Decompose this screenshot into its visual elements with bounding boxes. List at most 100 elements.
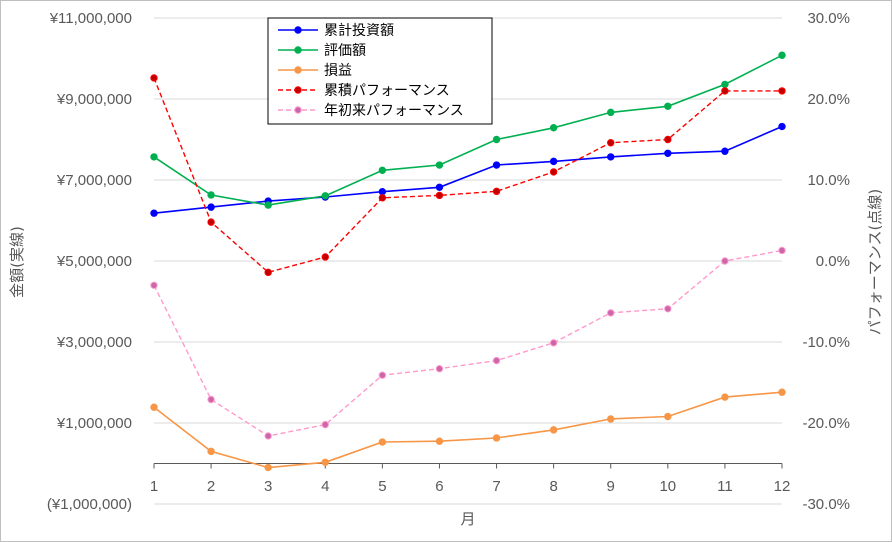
data-point: [435, 191, 444, 200]
y-left-tick-label: ¥9,000,000: [56, 91, 132, 108]
data-point: [664, 412, 672, 421]
data-point: [549, 124, 558, 132]
data-point: [435, 161, 444, 169]
data-point: [721, 147, 729, 155]
data-point: [435, 183, 444, 191]
data-point: [721, 80, 729, 89]
data-point: [549, 426, 558, 434]
x-tick-label: 4: [321, 478, 329, 495]
x-axis: 1 2 3 4 5 6 7 8 9 10 11 12: [150, 463, 791, 495]
y-right-tick-label: 10.0%: [807, 172, 850, 189]
x-tick-label: 3: [264, 478, 272, 495]
legend-label: 累計投資額: [324, 23, 394, 39]
data-point: [607, 309, 615, 317]
legend-swatch-marker: [294, 26, 302, 34]
data-point: [607, 108, 615, 117]
x-tick-label: 6: [435, 478, 443, 495]
legend-label: 損益: [324, 63, 352, 79]
data-point: [264, 463, 272, 472]
x-tick-label: 1: [150, 478, 158, 495]
data-point: [264, 432, 272, 440]
legend-label: 評価額: [324, 43, 366, 59]
legend-swatch-marker: [294, 86, 302, 94]
x-axis-title: 月: [460, 510, 475, 528]
x-tick-label: 5: [378, 478, 386, 495]
y-left-tick-label: (¥1,000,000): [47, 496, 132, 513]
y-axis-right-title: パフォーマンス(点線): [866, 189, 884, 335]
data-point: [607, 153, 615, 161]
data-point: [721, 257, 729, 265]
data-point: [778, 246, 786, 255]
data-point: [664, 102, 672, 110]
data-point: [378, 194, 387, 202]
data-point: [264, 201, 272, 209]
y-left-tick-label: ¥3,000,000: [56, 334, 132, 351]
x-tick-label: 10: [659, 478, 676, 495]
legend-box: [267, 17, 493, 125]
data-point: [778, 388, 786, 396]
series-line-4: [153, 77, 782, 274]
data-point: [607, 139, 615, 147]
data-point: [664, 149, 672, 157]
x-tick-label: 11: [717, 478, 733, 495]
data-point: [264, 268, 272, 277]
series-line-1: [153, 125, 783, 214]
y-axis-left-ticks: (¥1,000,000) ¥1,000,000 ¥3,000,000 ¥5,000,0…: [47, 10, 132, 513]
data-point: [549, 168, 558, 176]
y-axis-left-title: 金額(実線): [8, 226, 26, 298]
data-point: [150, 403, 158, 411]
x-tick-label: 7: [492, 478, 500, 495]
data-point: [435, 365, 444, 373]
data-point: [492, 187, 501, 196]
data-point: [492, 135, 501, 144]
data-point: [321, 253, 329, 261]
data-point: [378, 188, 387, 196]
x-tick-label: 2: [207, 478, 215, 495]
data-point: [207, 203, 215, 211]
y-left-tick-label: ¥11,000,000: [49, 10, 132, 27]
legend-swatch-marker: [294, 46, 302, 54]
data-point: [207, 447, 215, 456]
data-point: [778, 87, 786, 95]
data-point: [607, 415, 615, 423]
y-right-tick-label: 30.0%: [807, 10, 850, 27]
series-line-5: [153, 249, 783, 437]
y-left-tick-label: ¥7,000,000: [56, 172, 132, 189]
y-right-tick-label: -10.0%: [802, 334, 850, 351]
data-point: [150, 209, 158, 217]
data-point: [492, 161, 501, 169]
data-point: [664, 135, 672, 144]
data-point: [321, 420, 329, 429]
data-point: [721, 393, 729, 401]
y-axis-right-ticks: -30.0% -20.0% -10.0% 0.0% 10.0% 20.0% 30.0%: [802, 10, 850, 513]
data-point: [549, 157, 558, 166]
x-tick-label: 9: [607, 478, 615, 495]
data-point: [378, 166, 387, 174]
data-point: [207, 218, 215, 226]
data-point: [207, 191, 215, 199]
data-point: [778, 122, 786, 131]
data-point: [321, 192, 329, 200]
data-point: [549, 339, 558, 347]
data-point: [150, 74, 158, 82]
legend-swatch-marker: [294, 66, 302, 74]
y-right-tick-label: 0.0%: [816, 253, 850, 270]
data-point: [492, 356, 501, 365]
data-point: [150, 281, 158, 289]
x-tick-label: 8: [549, 478, 557, 495]
data-point: [721, 87, 729, 95]
data-point: [492, 434, 501, 442]
legend-label: 年初来パフォーマンス: [324, 102, 464, 119]
legend-swatch-marker: [294, 106, 302, 114]
x-tick-label: 12: [774, 478, 791, 495]
y-right-tick-label: -30.0%: [802, 496, 850, 513]
series-markers: [150, 51, 786, 472]
legend-label: 累積パフォーマンス: [324, 83, 450, 99]
y-left-tick-label: ¥1,000,000: [56, 415, 132, 432]
y-right-tick-label: 20.0%: [807, 91, 850, 108]
series-line-2: [153, 54, 783, 206]
y-left-tick-label: ¥5,000,000: [56, 253, 132, 270]
data-point: [150, 153, 158, 161]
